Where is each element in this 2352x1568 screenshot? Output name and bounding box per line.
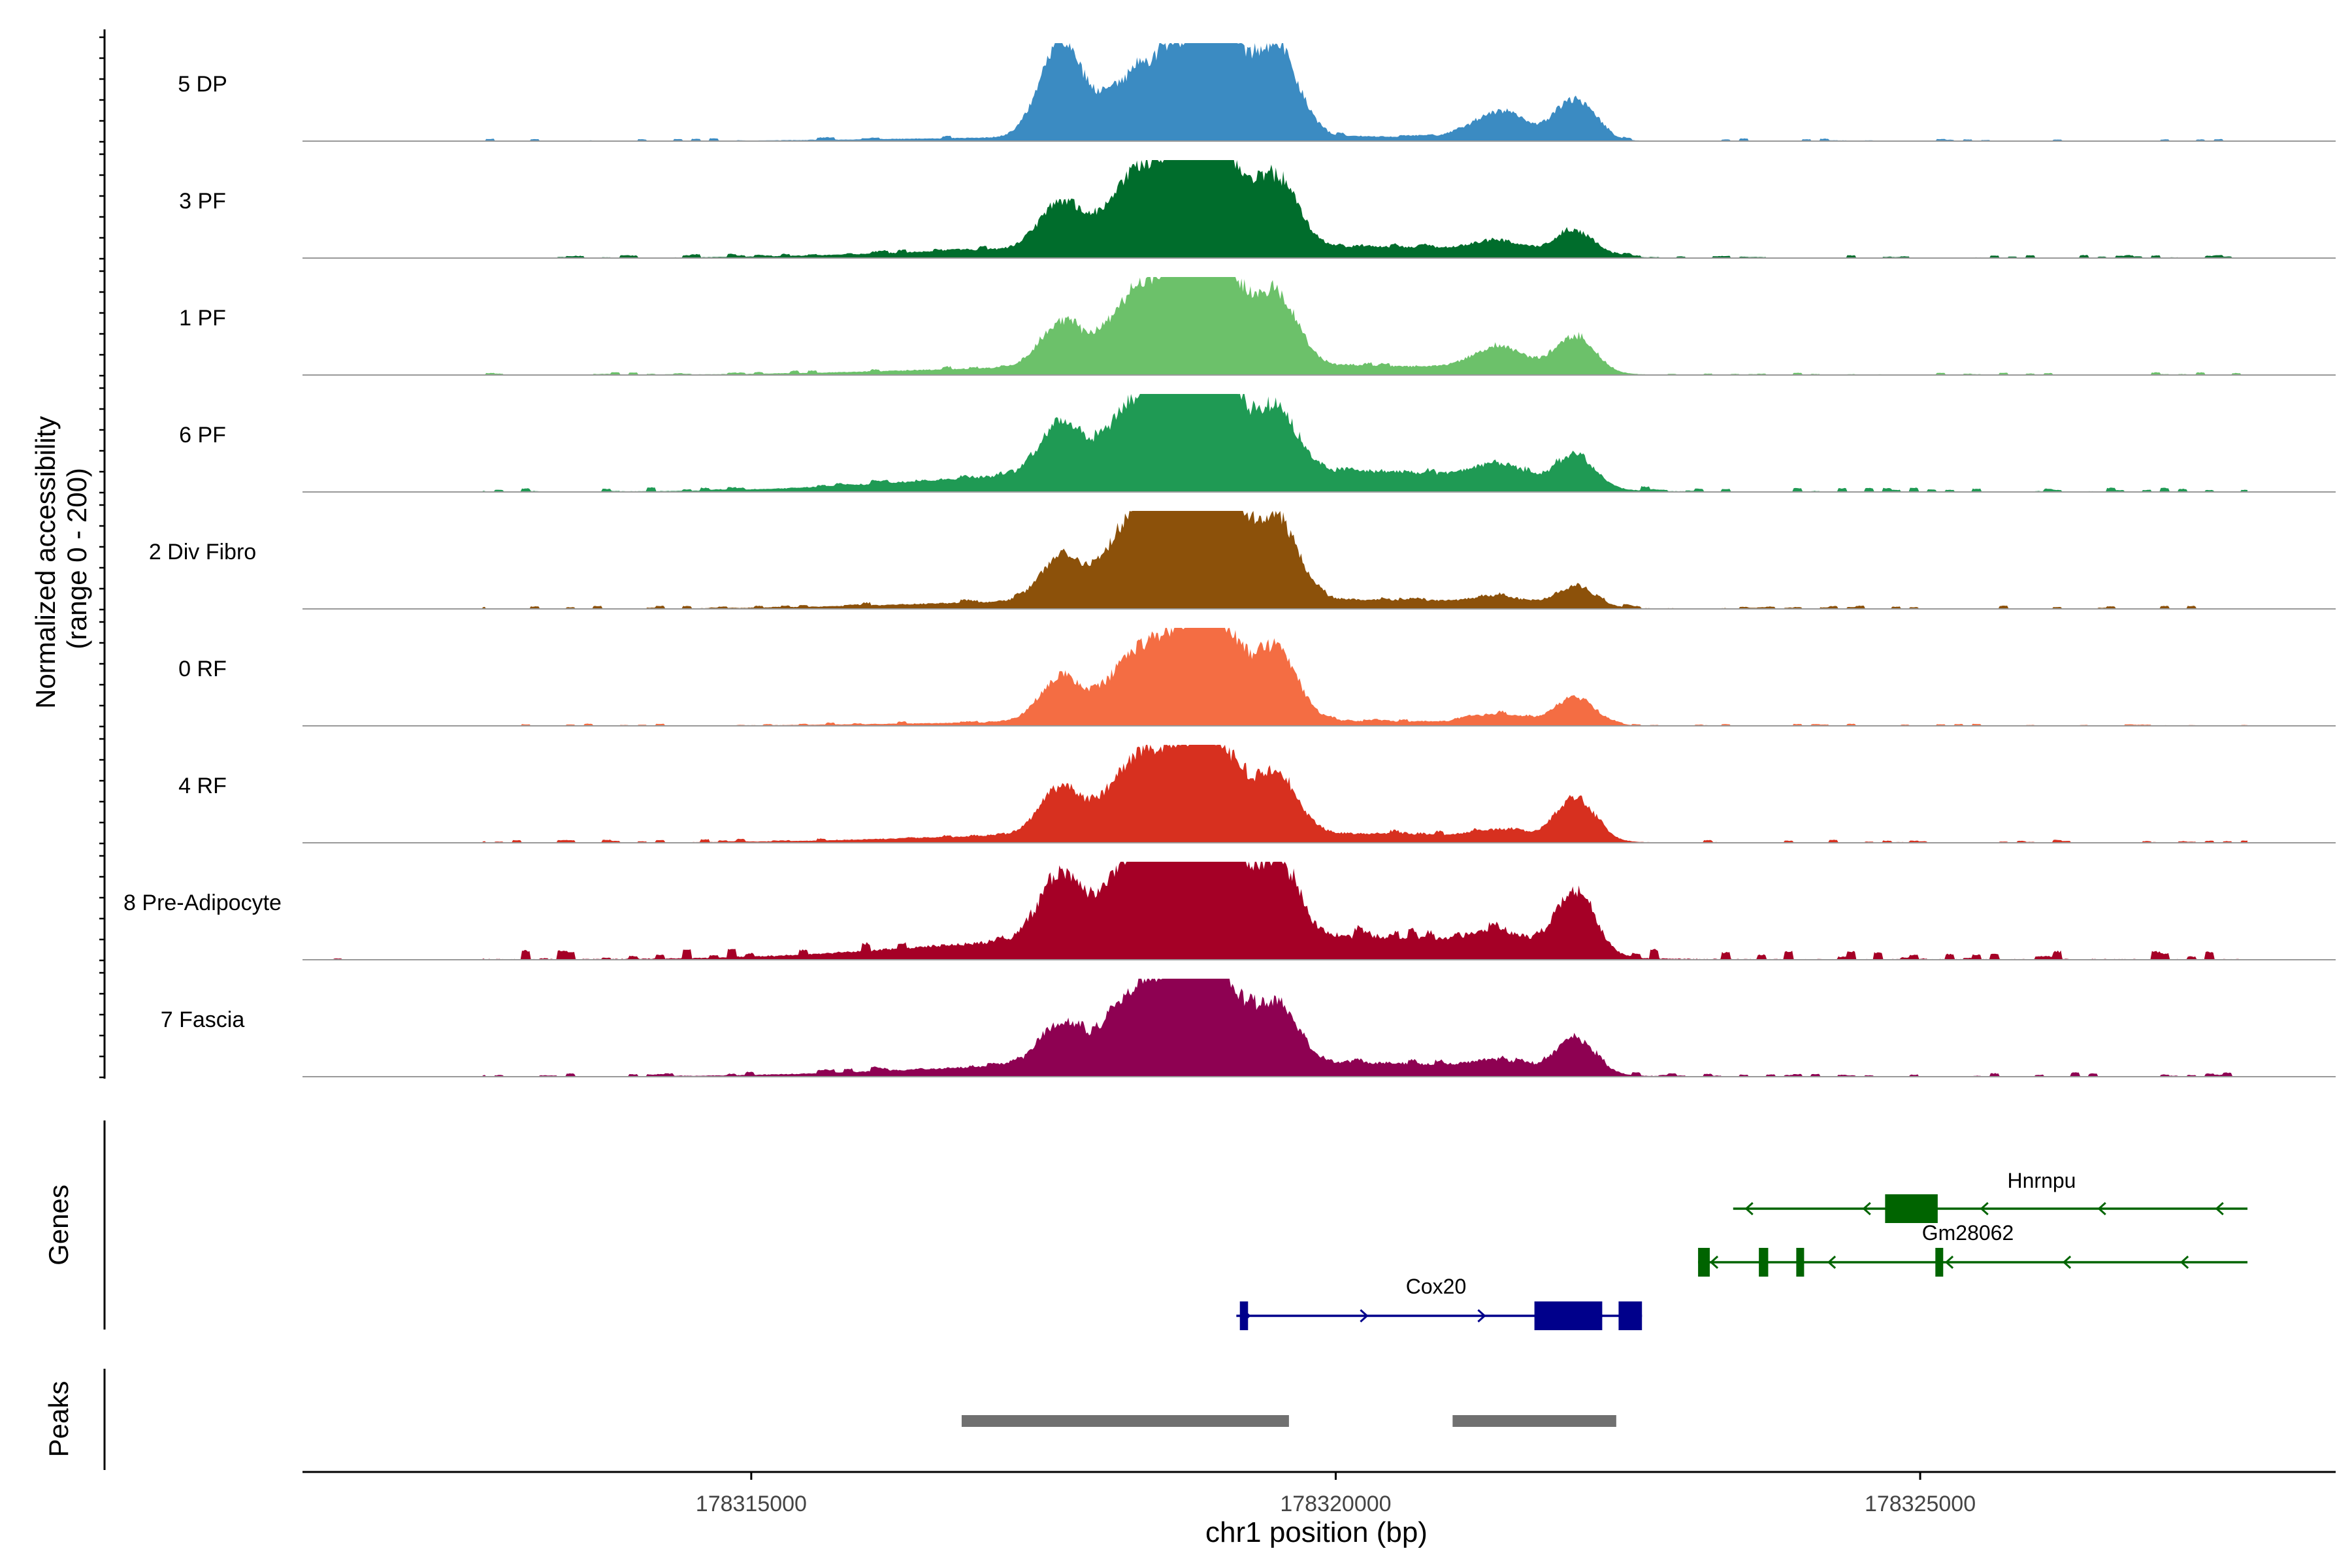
track-label: 0 RF	[178, 657, 227, 681]
track-area	[307, 511, 2247, 609]
track-area	[307, 160, 2247, 258]
track-label: 8 Pre-Adipocyte	[123, 890, 282, 915]
track-area	[307, 277, 2247, 375]
track-label: 5 DP	[178, 72, 227, 97]
track-label: 3 PF	[179, 189, 226, 214]
exon	[1935, 1248, 1944, 1277]
track: 1 PF	[179, 277, 2336, 376]
peak	[1452, 1415, 1616, 1427]
peak	[961, 1415, 1289, 1427]
exon	[1796, 1248, 1805, 1277]
x-tick-label: 178320000	[1280, 1492, 1391, 1516]
strand-arrow	[1709, 1255, 1719, 1269]
gene-label: Gm28062	[1922, 1221, 2014, 1245]
track-label: 1 PF	[179, 306, 226, 331]
track-label: 7 Fascia	[161, 1007, 245, 1032]
track-area	[307, 745, 2247, 843]
track: 8 Pre-Adipocyte	[123, 862, 2336, 960]
strand-arrow	[1862, 1201, 1871, 1216]
track: 2 Div Fibro	[149, 511, 2336, 610]
track-area	[307, 43, 2247, 141]
strand-arrow	[1360, 1309, 1369, 1323]
track-area	[307, 628, 2247, 726]
y-axis-label: Normalized accessibility (range 0 - 200)	[30, 408, 92, 709]
y-axis-label-line1: Normalized accessibility	[30, 416, 61, 709]
strand-arrow	[2180, 1255, 2189, 1269]
track-label: 6 PF	[179, 423, 226, 448]
track: 4 RF	[178, 745, 2336, 843]
exon	[1885, 1194, 1938, 1223]
peaks-label: Peaks	[43, 1381, 74, 1458]
peaks-panel: Peaks	[43, 1369, 1616, 1470]
strand-arrow	[1827, 1255, 1837, 1269]
strand-arrow	[1980, 1201, 1989, 1216]
y-axis-label-line2: (range 0 - 200)	[61, 468, 92, 649]
track: 3 PF	[179, 160, 2336, 259]
gene: Gm28062	[1698, 1221, 2247, 1277]
exon	[1534, 1301, 1603, 1330]
genes-label: Genes	[43, 1184, 74, 1266]
gene-label: Cox20	[1406, 1275, 1467, 1298]
genes-panel: Genes Hnrnpu Gm28062 Cox20	[43, 1120, 2247, 1330]
left-axis	[99, 29, 106, 1079]
coverage-tracks: 5 DP 3 PF 1 PF 6 PF 2 Div Fibro 0 RF 4 RF 8 Pre…	[123, 43, 2336, 1077]
track-area	[307, 862, 2247, 960]
strand-arrow	[2215, 1201, 2224, 1216]
track-label: 4 RF	[178, 774, 227, 798]
track: 5 DP	[178, 43, 2336, 142]
gene: Cox20	[1236, 1275, 1642, 1330]
gene: Hnrnpu	[1733, 1169, 2247, 1223]
strand-arrow	[1477, 1309, 1486, 1323]
exon	[1239, 1301, 1249, 1330]
exon	[1698, 1248, 1710, 1277]
track: 0 RF	[178, 628, 2336, 727]
strand-arrow	[1944, 1255, 1954, 1269]
exon	[1759, 1248, 1769, 1277]
track-area	[307, 394, 2247, 492]
x-axis-label: chr1 position (bp)	[1205, 1516, 1428, 1548]
strand-arrow	[2062, 1255, 2072, 1269]
exon	[1618, 1301, 1642, 1330]
track-area	[307, 979, 2247, 1077]
x-tick-label: 178325000	[1865, 1492, 1976, 1516]
track-label: 2 Div Fibro	[149, 540, 256, 564]
strand-arrow	[1744, 1201, 1754, 1216]
track: 7 Fascia	[161, 979, 2336, 1077]
x-tick-label: 178315000	[696, 1492, 807, 1516]
x-axis: 178315000 178320000 178325000	[302, 1471, 2336, 1516]
track: 6 PF	[179, 394, 2336, 493]
strand-arrow	[2097, 1201, 2106, 1216]
gene-label: Hnrnpu	[2008, 1169, 2076, 1192]
